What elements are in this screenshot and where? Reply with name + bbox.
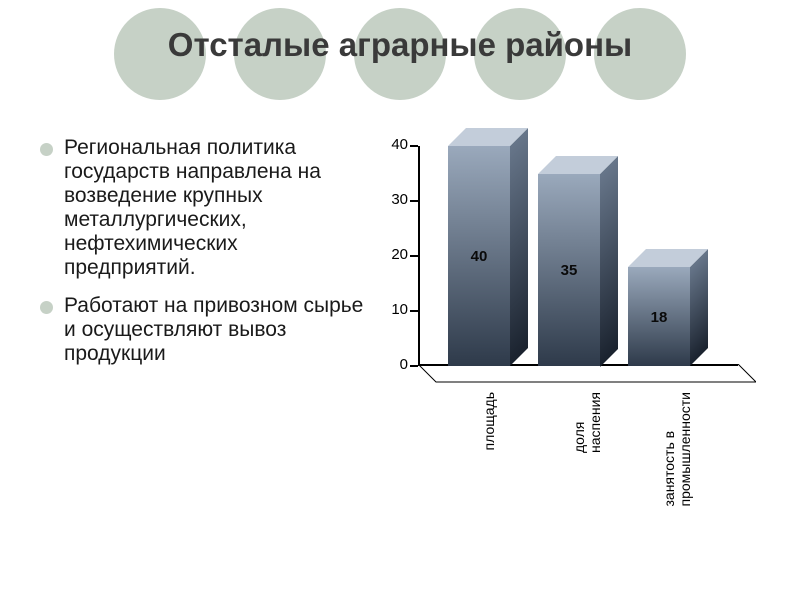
- y-tick: [410, 310, 418, 312]
- bullet-item: Региональная политика государств направл…: [36, 136, 364, 280]
- x-category-label: занятость в промышленности: [661, 392, 693, 507]
- bullet-list: Региональная политика государств направл…: [36, 136, 364, 516]
- y-tick: [410, 200, 418, 202]
- bullet-item: Работают на привозном сырье и осуществля…: [36, 294, 364, 366]
- y-tick: [410, 145, 418, 147]
- bar: 35: [538, 156, 618, 367]
- bullet-text: Региональная политика государств направл…: [64, 136, 321, 279]
- bar-side: [600, 156, 618, 367]
- bar-value-label: 35: [561, 262, 578, 279]
- y-tick-label: 40: [391, 136, 408, 153]
- x-axis-floor: [418, 364, 756, 384]
- x-category-label: площадь: [481, 392, 497, 450]
- y-tick: [410, 255, 418, 257]
- slide: Отсталые аграрные районы Региональная по…: [0, 0, 800, 600]
- bar-value-label: 40: [471, 248, 488, 265]
- y-axis: [418, 146, 420, 366]
- bar-side: [510, 128, 528, 366]
- y-tick-label: 10: [391, 301, 408, 318]
- x-category-label: доля наспения: [571, 392, 603, 453]
- y-tick: [410, 365, 418, 367]
- content-row: Региональная политика государств направл…: [36, 136, 776, 516]
- bar: 40: [448, 128, 528, 366]
- bar-chart: 0 10 20 30 40 40 площадь 35 доля наспения 18 занят…: [364, 136, 764, 516]
- bar: 18: [628, 249, 708, 366]
- y-tick-label: 30: [391, 191, 408, 208]
- bar-value-label: 18: [651, 309, 668, 326]
- bullet-text: Работают на привозном сырье и осуществля…: [64, 294, 363, 365]
- chart-plot-area: 01020304040площадь35доля наспения18занят…: [418, 146, 738, 366]
- bar-side: [690, 249, 708, 366]
- y-tick-label: 0: [400, 356, 408, 373]
- y-tick-label: 20: [391, 246, 408, 263]
- page-title: Отсталые аграрные районы: [0, 26, 800, 64]
